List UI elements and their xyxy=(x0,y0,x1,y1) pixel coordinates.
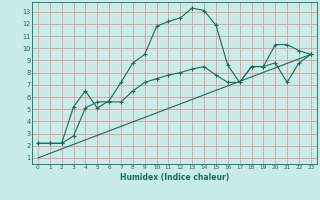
X-axis label: Humidex (Indice chaleur): Humidex (Indice chaleur) xyxy=(120,173,229,182)
